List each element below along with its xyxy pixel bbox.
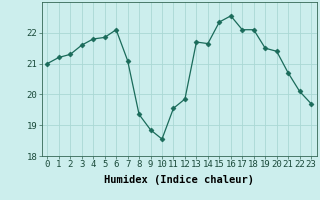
X-axis label: Humidex (Indice chaleur): Humidex (Indice chaleur)	[104, 175, 254, 185]
